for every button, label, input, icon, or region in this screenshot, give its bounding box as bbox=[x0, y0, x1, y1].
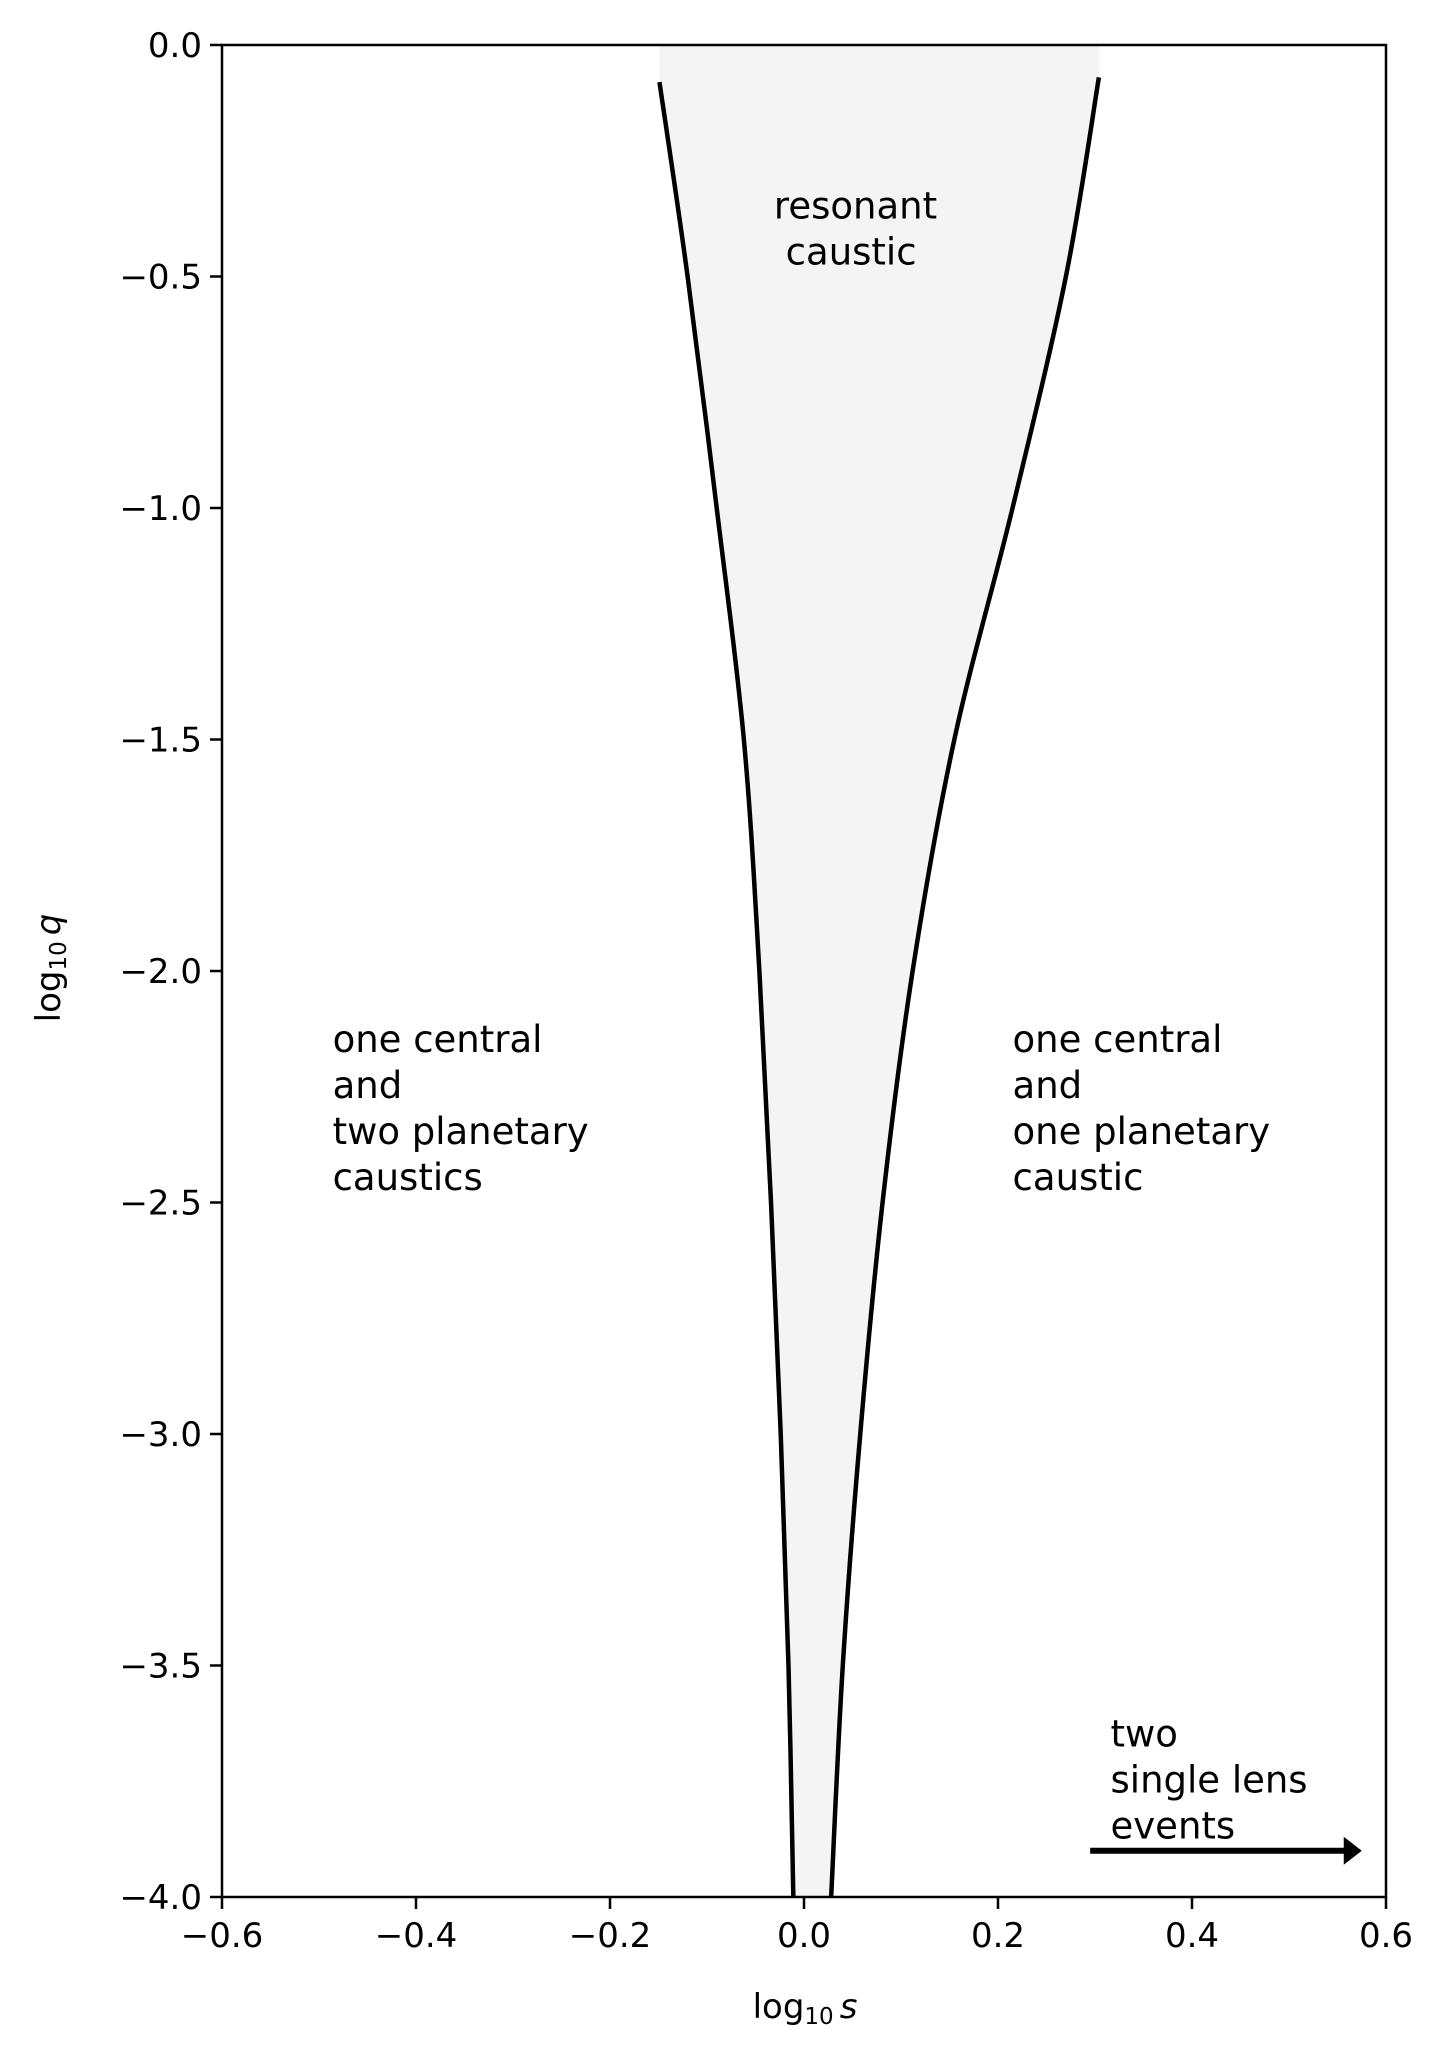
y-tick-label: 0.0 bbox=[148, 26, 202, 66]
annotation-line: resonant bbox=[774, 185, 937, 228]
annotation-line: two planetary bbox=[333, 1110, 589, 1153]
y-tick-label: −4.0 bbox=[119, 1878, 202, 1918]
x-tick-label: −0.2 bbox=[569, 1916, 652, 1956]
y-tick-label: −1.5 bbox=[119, 721, 202, 761]
arrow-head bbox=[1343, 1836, 1362, 1865]
annotation-line: two bbox=[1111, 1713, 1178, 1756]
close-topology-boundary-line bbox=[657, 81, 796, 1898]
y-tick-label: −3.5 bbox=[119, 1647, 202, 1687]
x-tick-label: −0.6 bbox=[181, 1916, 264, 1956]
annotation-line: caustic bbox=[1013, 1156, 1144, 1199]
annotation-line: one planetary bbox=[1013, 1110, 1271, 1153]
region-annotation-1: resonant caustic bbox=[774, 185, 937, 274]
axis-ticks: −0.6 −0.4 −0.2 0.0 0.2 0.4 0.6 0.0 −0.5 −1.0 −1.5 −… bbox=[119, 26, 1413, 1956]
y-tick-label: −2.0 bbox=[119, 952, 202, 992]
region-annotation-2: one central and two planetary caustics bbox=[333, 1018, 589, 1199]
annotation-line: one central bbox=[333, 1018, 543, 1061]
x-tick-label: 0.0 bbox=[777, 1916, 831, 1956]
annotation-line: and bbox=[333, 1064, 403, 1107]
annotation-line: events bbox=[1111, 1805, 1236, 1848]
y-tick-label: −3.0 bbox=[119, 1415, 202, 1455]
y-tick-label: −0.5 bbox=[119, 258, 202, 298]
annotation-line: and bbox=[1013, 1064, 1083, 1107]
x-tick-label: −0.4 bbox=[375, 1916, 458, 1956]
y-axis-label: log10q bbox=[29, 914, 72, 1023]
region-annotation-3: one central and one planetary caustic bbox=[1013, 1018, 1271, 1199]
resonant-region bbox=[659, 45, 1099, 1897]
wide-topology-boundary-line bbox=[828, 77, 1102, 1898]
x-axis-label: log10 s bbox=[753, 1987, 858, 2030]
x-tick-label: 0.6 bbox=[1359, 1916, 1413, 1956]
region-annotation-4: two single lens events bbox=[1111, 1713, 1308, 1848]
annotation-line: caustic bbox=[774, 231, 917, 274]
annotation-line: one central bbox=[1013, 1018, 1223, 1061]
x-tick-label: 0.4 bbox=[1165, 1916, 1219, 1956]
y-tick-label: −2.5 bbox=[119, 1184, 202, 1224]
x-tick-label: 0.2 bbox=[971, 1916, 1025, 1956]
annotation-line: single lens bbox=[1111, 1759, 1308, 1802]
y-tick-label: −1.0 bbox=[119, 489, 202, 529]
annotation-line: caustics bbox=[333, 1156, 483, 1199]
